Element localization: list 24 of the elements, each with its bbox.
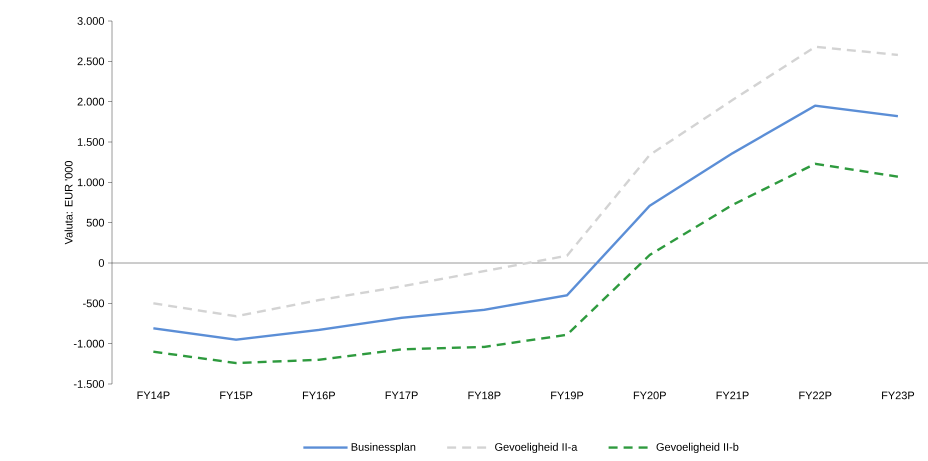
x-tick-label: FY21P [716, 392, 749, 400]
y-tick-label: 1.000 [78, 178, 104, 186]
x-tick-label: FY20P [634, 392, 666, 400]
y-tick-label: -500 [83, 299, 104, 308]
x-tick-label: FY15P [220, 392, 252, 400]
y-tick-label: 3.000 [77, 17, 104, 25]
y-axis-title: Valuta: EUR '000 [64, 160, 73, 244]
y-tick-label: 2.000 [78, 98, 104, 106]
y-tick-label: 2.500 [78, 57, 104, 66]
x-tick-label: FY18P [468, 392, 500, 400]
y-tick-label: 0 [98, 259, 104, 267]
y-tick-label: 1.500 [78, 138, 104, 146]
y-tick-label: -1.000 [74, 340, 104, 348]
legend-label: Gevoeligheid II-b [656, 442, 738, 454]
y-tick-label: -1.500 [74, 380, 104, 388]
legend-label: Businessplan [352, 442, 416, 454]
x-tick-label: FY22P [799, 392, 832, 400]
y-tick-label: 500 [86, 218, 104, 227]
legend-label: Gevoeligheid II-a [495, 442, 578, 454]
x-tick-label: FY23P [882, 392, 914, 400]
x-tick-label: FY14P [138, 392, 170, 400]
x-tick-label: FY16P [302, 392, 335, 400]
x-tick-label: FY17P [386, 392, 418, 400]
x-tick-label: FY19P [551, 392, 584, 400]
